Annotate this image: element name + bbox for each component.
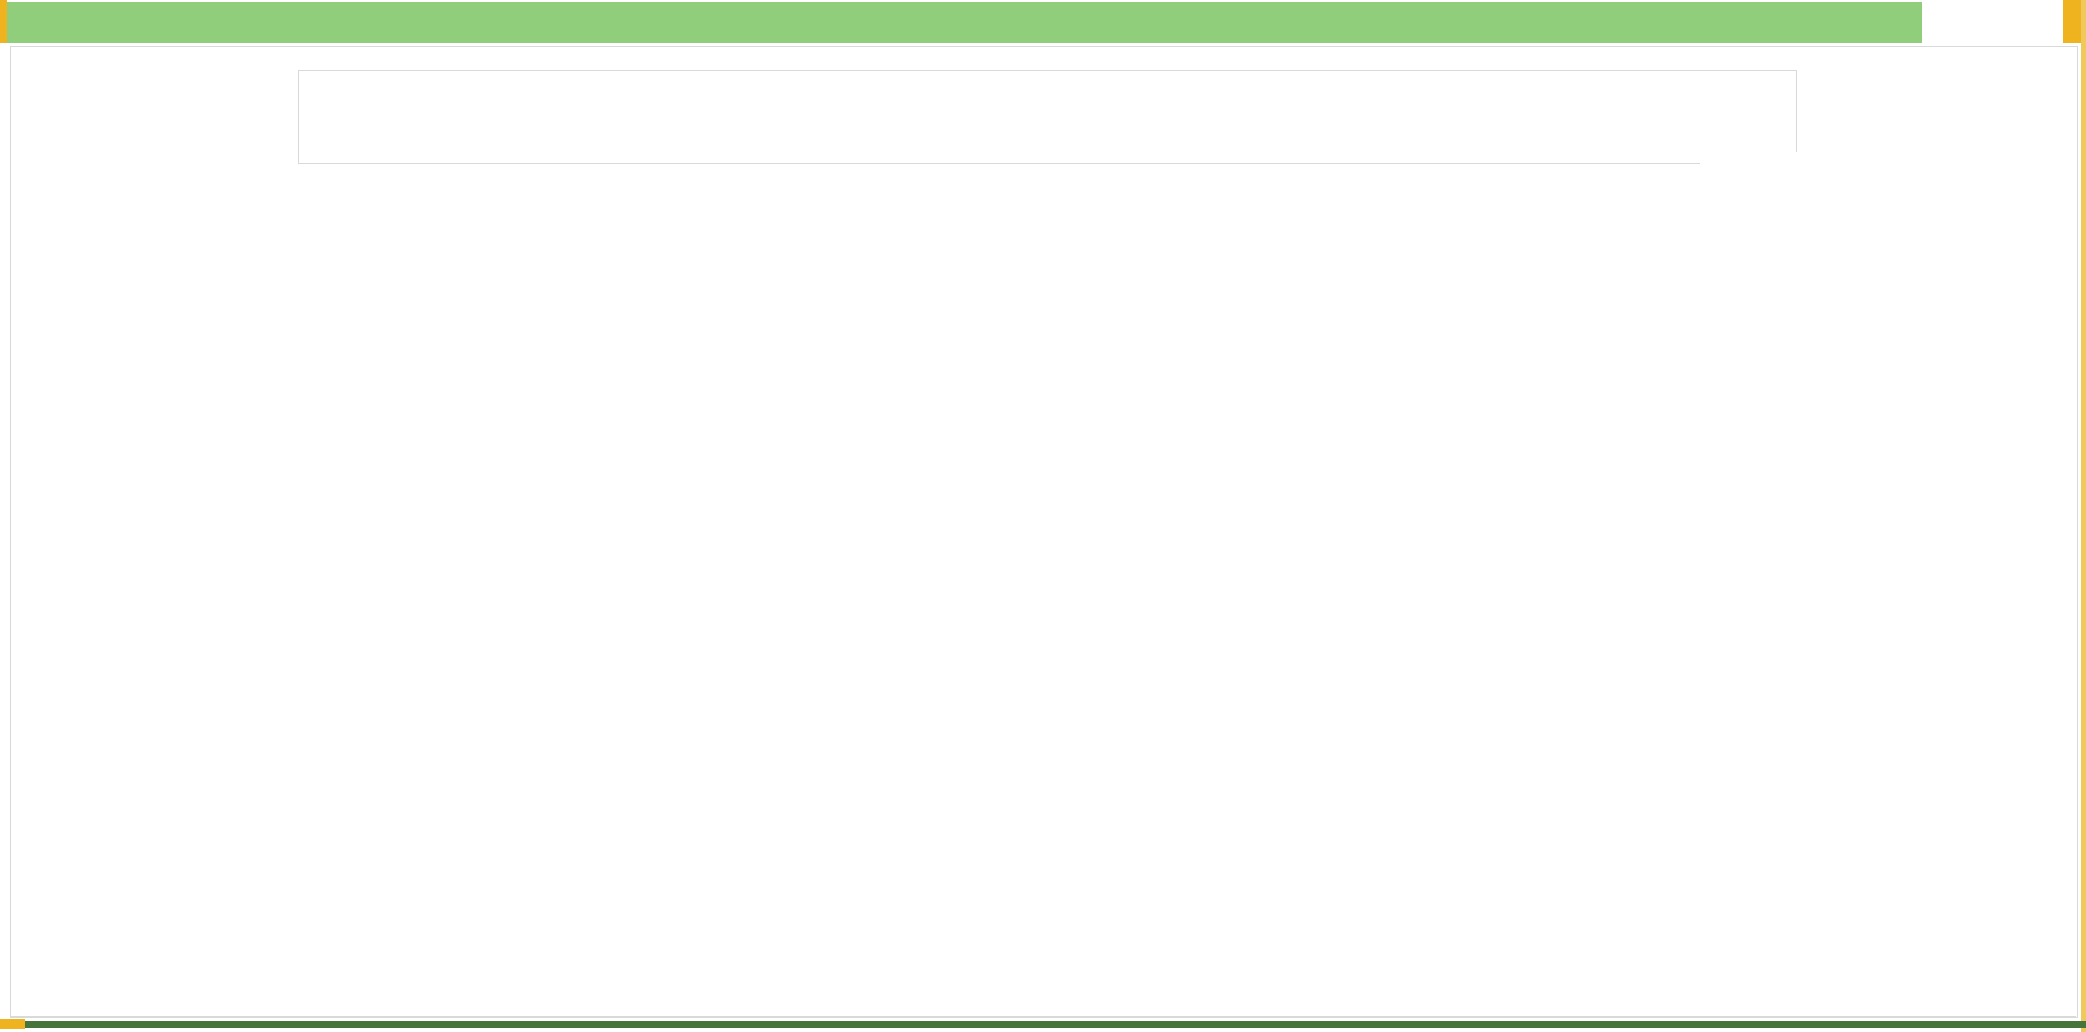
chart-legend [1700,152,2077,424]
legend-item-a07 [1740,280,1774,324]
green-bottom-bar [25,1021,2086,1028]
chart-title-box [298,70,1797,164]
legend-item-a04 [1740,200,1774,244]
legend-item-a10 [1740,360,1774,404]
bottom-divider [10,1016,2076,1017]
gold-accent-bottom-left [0,1019,25,1029]
gold-accent-right-edge [2081,0,2086,1032]
gold-accent-top-right [2063,0,2086,43]
gold-accent-top-left [0,0,7,43]
title-banner [7,2,1922,43]
